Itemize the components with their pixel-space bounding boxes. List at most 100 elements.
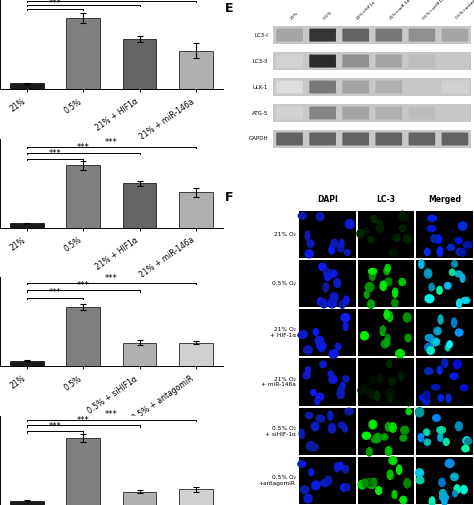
Text: Merged: Merged: [428, 195, 461, 204]
Ellipse shape: [310, 444, 319, 450]
Ellipse shape: [429, 497, 435, 505]
Ellipse shape: [392, 490, 397, 498]
Ellipse shape: [362, 479, 367, 487]
Bar: [273, 130, 472, 148]
Ellipse shape: [384, 338, 390, 346]
Ellipse shape: [305, 250, 313, 258]
Ellipse shape: [317, 341, 325, 349]
Ellipse shape: [462, 445, 469, 452]
Ellipse shape: [316, 213, 324, 221]
Ellipse shape: [300, 430, 304, 439]
Ellipse shape: [315, 397, 319, 405]
Ellipse shape: [341, 484, 347, 491]
Ellipse shape: [389, 249, 398, 256]
Text: 0.5%+siHIF1a: 0.5%+siHIF1a: [422, 0, 447, 20]
Ellipse shape: [325, 476, 332, 484]
Ellipse shape: [424, 439, 430, 445]
Ellipse shape: [318, 343, 326, 349]
Ellipse shape: [425, 295, 434, 302]
Text: ***: ***: [49, 149, 62, 158]
Ellipse shape: [320, 479, 329, 486]
Ellipse shape: [461, 485, 467, 494]
Ellipse shape: [311, 389, 316, 395]
Ellipse shape: [456, 237, 462, 243]
Ellipse shape: [424, 429, 430, 435]
Ellipse shape: [329, 247, 335, 254]
Ellipse shape: [400, 435, 407, 441]
Ellipse shape: [434, 327, 441, 335]
Bar: [179, 50, 213, 89]
Ellipse shape: [387, 312, 392, 322]
Ellipse shape: [374, 433, 382, 440]
FancyBboxPatch shape: [375, 55, 402, 68]
Ellipse shape: [419, 260, 424, 268]
FancyBboxPatch shape: [310, 132, 336, 145]
Ellipse shape: [427, 347, 434, 355]
Ellipse shape: [400, 496, 407, 503]
Text: ***: ***: [105, 137, 118, 146]
Text: ***: ***: [105, 274, 118, 283]
Ellipse shape: [340, 300, 345, 309]
FancyBboxPatch shape: [310, 55, 336, 68]
Ellipse shape: [452, 261, 457, 267]
FancyBboxPatch shape: [409, 132, 435, 145]
Ellipse shape: [334, 278, 341, 287]
Ellipse shape: [449, 269, 455, 275]
Ellipse shape: [433, 338, 439, 345]
Ellipse shape: [381, 434, 388, 440]
Ellipse shape: [316, 415, 325, 422]
Ellipse shape: [318, 344, 325, 351]
Ellipse shape: [461, 385, 468, 391]
Ellipse shape: [342, 466, 349, 473]
Ellipse shape: [399, 211, 405, 221]
Ellipse shape: [392, 299, 398, 307]
Ellipse shape: [385, 423, 391, 431]
Ellipse shape: [370, 375, 376, 383]
Ellipse shape: [424, 391, 430, 400]
FancyBboxPatch shape: [409, 29, 435, 41]
FancyBboxPatch shape: [276, 55, 303, 68]
Ellipse shape: [392, 288, 398, 297]
Text: ***: ***: [77, 0, 90, 5]
FancyBboxPatch shape: [342, 107, 369, 120]
Ellipse shape: [343, 322, 348, 331]
Ellipse shape: [303, 372, 310, 379]
Text: 21%: 21%: [290, 11, 299, 20]
FancyBboxPatch shape: [375, 107, 402, 120]
Bar: [416, 260, 473, 308]
Ellipse shape: [329, 376, 337, 383]
Ellipse shape: [464, 242, 472, 248]
Text: ***: ***: [49, 288, 62, 297]
Bar: [299, 309, 356, 357]
Ellipse shape: [433, 415, 440, 421]
Ellipse shape: [377, 374, 383, 383]
Text: ***: ***: [77, 143, 90, 153]
Ellipse shape: [311, 422, 319, 431]
Bar: [299, 359, 356, 406]
Bar: [299, 408, 356, 455]
Ellipse shape: [344, 296, 349, 305]
Bar: [273, 78, 472, 96]
Bar: [123, 39, 156, 89]
Ellipse shape: [357, 230, 364, 238]
Ellipse shape: [342, 425, 347, 432]
Bar: [66, 438, 100, 505]
FancyBboxPatch shape: [310, 107, 336, 120]
Ellipse shape: [385, 388, 393, 397]
Ellipse shape: [331, 239, 338, 247]
Ellipse shape: [443, 438, 449, 445]
Ellipse shape: [338, 386, 344, 394]
Ellipse shape: [345, 249, 350, 256]
Ellipse shape: [298, 213, 307, 219]
Ellipse shape: [431, 384, 440, 390]
Ellipse shape: [301, 486, 309, 493]
Bar: [358, 457, 414, 504]
Ellipse shape: [367, 389, 374, 398]
Ellipse shape: [429, 283, 434, 291]
Ellipse shape: [456, 248, 464, 256]
Ellipse shape: [328, 424, 336, 433]
Bar: [416, 457, 473, 504]
Ellipse shape: [362, 432, 371, 439]
FancyBboxPatch shape: [342, 55, 369, 68]
Bar: [416, 211, 473, 258]
